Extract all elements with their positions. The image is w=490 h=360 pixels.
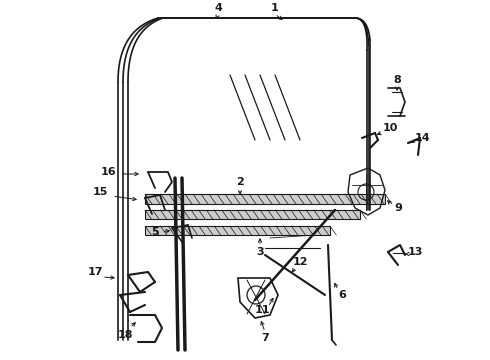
FancyBboxPatch shape [145, 194, 385, 204]
Text: 17: 17 [87, 267, 103, 277]
Text: 5: 5 [151, 227, 159, 237]
Text: 4: 4 [214, 3, 222, 13]
Text: 9: 9 [394, 203, 402, 213]
FancyBboxPatch shape [145, 226, 330, 235]
Text: 12: 12 [292, 257, 308, 267]
Text: 1: 1 [271, 3, 279, 13]
Text: 10: 10 [382, 123, 398, 133]
Text: 13: 13 [407, 247, 423, 257]
Text: 8: 8 [393, 75, 401, 85]
FancyBboxPatch shape [145, 210, 360, 219]
Text: 3: 3 [256, 247, 264, 257]
Text: 14: 14 [414, 133, 430, 143]
Text: 7: 7 [261, 333, 269, 343]
Text: 2: 2 [236, 177, 244, 187]
Text: 15: 15 [92, 187, 108, 197]
Text: 6: 6 [338, 290, 346, 300]
Text: 16: 16 [100, 167, 116, 177]
Text: 11: 11 [254, 305, 270, 315]
Text: 18: 18 [117, 330, 133, 340]
